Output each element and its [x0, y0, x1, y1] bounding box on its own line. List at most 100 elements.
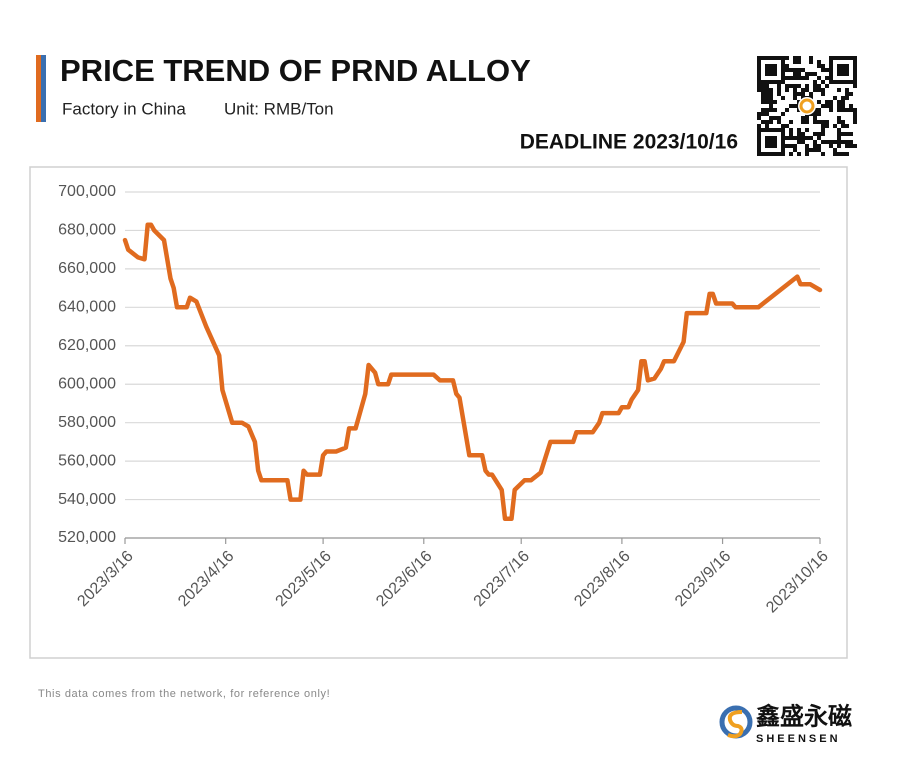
x-tick-label: 2023/6/16 — [373, 548, 435, 610]
qr-cell — [809, 60, 813, 64]
qr-cell — [813, 120, 817, 124]
note: This data comes from the network, for re… — [38, 688, 330, 700]
qr-cell — [773, 116, 777, 120]
qr-cell — [821, 80, 825, 84]
y-tick-label: 660,000 — [58, 260, 116, 277]
qr-cell — [837, 116, 841, 120]
qr-cell — [765, 92, 769, 96]
qr-cell — [849, 132, 853, 136]
qr-cell — [793, 68, 797, 72]
qr-cell — [825, 140, 829, 144]
qr-cell — [841, 104, 845, 108]
qr-cell — [849, 108, 853, 112]
qr-cell — [805, 152, 809, 156]
qr-cell — [849, 104, 853, 108]
qr-cell — [793, 96, 797, 100]
qr-cell — [789, 144, 793, 148]
qr-cell — [785, 108, 789, 112]
qr-cell — [837, 140, 841, 144]
qr-cell — [837, 136, 841, 140]
chart-title: PRICE TREND OF PRND ALLOY — [60, 53, 531, 88]
qr-cell — [809, 136, 813, 140]
qr-cell — [813, 148, 817, 152]
qr-cell — [789, 152, 793, 156]
qr-cell — [813, 88, 817, 92]
qr-cell — [825, 68, 829, 72]
qr-cell — [837, 88, 841, 92]
qr-cell — [817, 136, 821, 140]
qr-cell — [793, 92, 797, 96]
x-tick-label: 2023/4/16 — [175, 548, 237, 610]
qr-cell — [837, 108, 841, 112]
qr-cell — [805, 144, 809, 148]
qr-cell — [805, 84, 809, 88]
qr-cell — [845, 144, 849, 148]
qr-cell — [829, 144, 833, 148]
qr-cell — [801, 136, 805, 140]
qr-cell — [793, 60, 797, 64]
qr-cell — [817, 60, 821, 64]
qr-cell — [789, 136, 793, 140]
qr-cell — [805, 76, 809, 80]
qr-code — [757, 56, 857, 156]
qr-cell — [849, 140, 853, 144]
qr-cell — [841, 96, 845, 100]
qr-cell — [837, 144, 841, 148]
qr-cell — [777, 88, 781, 92]
qr-cell — [841, 120, 845, 124]
qr-cell — [825, 104, 829, 108]
y-tick-label: 540,000 — [58, 491, 116, 508]
qr-cell — [805, 136, 809, 140]
qr-cell — [785, 88, 789, 92]
qr-finder — [765, 64, 777, 76]
qr-cell — [765, 124, 769, 128]
qr-cell — [841, 108, 845, 112]
qr-cell — [789, 128, 793, 132]
qr-cell — [801, 68, 805, 72]
qr-cell — [837, 152, 841, 156]
qr-cell — [813, 144, 817, 148]
qr-cell — [809, 72, 813, 76]
qr-cell — [821, 152, 825, 156]
qr-cell — [761, 120, 765, 124]
qr-cell — [797, 152, 801, 156]
x-tick-label: 2023/5/16 — [273, 548, 335, 610]
qr-cell — [845, 124, 849, 128]
qr-cell — [837, 104, 841, 108]
qr-cell — [781, 112, 785, 116]
qr-cell — [805, 120, 809, 124]
qr-cell — [849, 92, 853, 96]
qr-cell — [765, 84, 769, 88]
qr-cell — [777, 92, 781, 96]
qr-cell — [793, 136, 797, 140]
qr-cell — [809, 148, 813, 152]
qr-cell — [801, 116, 805, 120]
qr-cell — [841, 132, 845, 136]
qr-cell — [789, 132, 793, 136]
qr-cell — [805, 116, 809, 120]
qr-cell — [801, 76, 805, 80]
x-tick-label: 2023/7/16 — [471, 548, 533, 610]
qr-cell — [805, 148, 809, 152]
qr-cell — [853, 84, 857, 88]
qr-cell — [793, 144, 797, 148]
qr-cell — [761, 100, 765, 104]
y-tick-label: 640,000 — [58, 299, 116, 316]
qr-cell — [845, 140, 849, 144]
qr-cell — [821, 88, 825, 92]
qr-cell — [789, 104, 793, 108]
qr-cell — [781, 124, 785, 128]
qr-cell — [785, 124, 789, 128]
qr-cell — [825, 84, 829, 88]
qr-cell — [829, 100, 833, 104]
qr-cell — [813, 112, 817, 116]
qr-cell — [853, 116, 857, 120]
qr-cell — [777, 120, 781, 124]
accent-bar — [36, 55, 41, 122]
qr-cell — [765, 96, 769, 100]
qr-cell — [809, 56, 813, 60]
qr-cell — [837, 128, 841, 132]
qr-cell — [805, 72, 809, 76]
